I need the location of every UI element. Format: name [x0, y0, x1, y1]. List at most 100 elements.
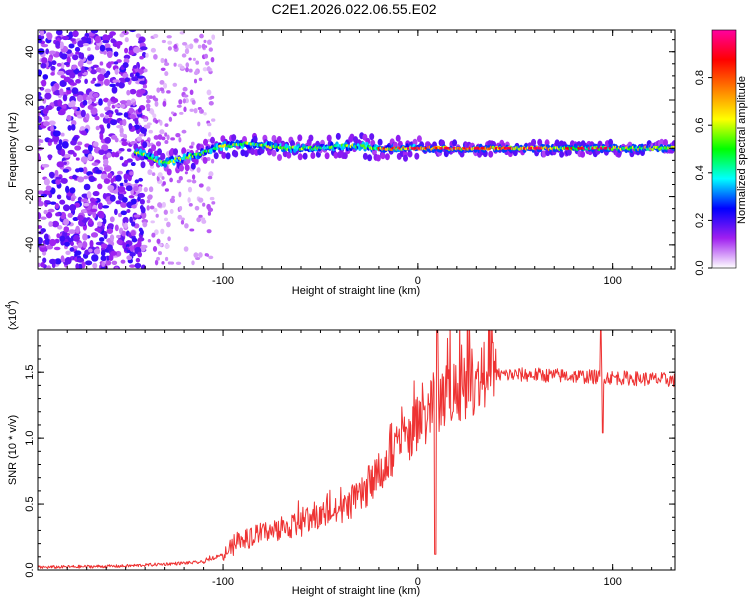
spectrogram-cell [67, 149, 75, 155]
spectrogram-cell [105, 260, 112, 266]
spectrogram-cell [69, 204, 77, 212]
spectrogram-cell [61, 35, 70, 41]
spectrogram-cell [140, 161, 146, 169]
spectrogram-cell [48, 154, 52, 161]
spectrogram-cell [119, 182, 125, 187]
spectrogram-cell [452, 139, 458, 147]
x-tick-label: -100 [212, 275, 234, 287]
spectrogram-cell [114, 224, 119, 232]
spectrogram-cell [48, 171, 55, 178]
y-tick-label: 40 [24, 46, 36, 58]
spectrogram-cell [62, 168, 70, 173]
spectrogram-cell [202, 202, 206, 207]
spectrogram-cell [55, 179, 61, 185]
spectrogram-cell [156, 87, 161, 93]
spectrogram-cell [138, 133, 145, 137]
spectrogram-cell [160, 67, 166, 71]
spectrogram-cell [123, 178, 128, 184]
spectrogram-cell [115, 200, 122, 205]
spectrogram-cell [150, 47, 157, 53]
spectrogram-cell [176, 179, 181, 184]
spectrogram-cell [148, 186, 154, 193]
spectrogram-cell [111, 86, 118, 94]
spectrogram-cell [82, 149, 90, 154]
spectrogram-cell [210, 136, 215, 144]
x-tick-label: 0 [415, 275, 421, 287]
spectrogram-cell [117, 170, 123, 175]
spectrogram-cell [85, 37, 92, 42]
spectrogram-cell [59, 88, 64, 96]
spectrogram-cell [167, 236, 171, 242]
spectrogram-cell [154, 259, 159, 266]
spectrogram-cell [88, 175, 96, 183]
spectrogram-cell [55, 143, 63, 151]
spectrogram-cell [185, 148, 191, 154]
spectrogram-cell [407, 150, 413, 158]
spectrogram-cell [157, 134, 163, 140]
spectrogram-cell [118, 81, 125, 89]
spectrogram-cell [70, 241, 74, 247]
spectrogram-cell [203, 138, 208, 146]
spectrogram-cell [68, 43, 75, 49]
spectrogram-cell [195, 60, 200, 65]
spectrogram-cell [342, 152, 348, 160]
spectrogram-cell [80, 198, 88, 203]
spectrogram-cell [75, 263, 80, 269]
y-tick-label: 0 [24, 145, 36, 151]
spectrogram-cell [52, 135, 60, 143]
colorbar-ticks: 0.0 0.2 0.4 0.6 0.8 [694, 70, 712, 276]
spectrogram-cell [162, 181, 166, 186]
spectrogram-cell [416, 135, 422, 143]
spectrogram-cell [103, 178, 111, 185]
spectrogram-cell [116, 234, 121, 239]
spectrogram-cell [131, 198, 137, 205]
spectrogram-cell [72, 54, 79, 61]
spectrogram-cell [77, 242, 83, 249]
spectrogram-cell [131, 76, 138, 82]
spectrogram-cell [116, 124, 124, 129]
spectrogram-cell [188, 57, 192, 61]
spectrogram-cell [155, 141, 162, 147]
spectrogram-cell [77, 60, 84, 67]
spectrogram-cell [164, 132, 168, 137]
spectrogram-cell [163, 82, 168, 89]
spectrogram-cell [206, 186, 211, 192]
spectrogram-cell [163, 217, 169, 222]
spectrogram-cell [168, 116, 173, 122]
spectrogram-cell [185, 62, 190, 68]
spectrogram-cell [49, 238, 57, 247]
spectrogram-cell [40, 261, 45, 268]
spectrogram-cell [73, 234, 80, 242]
spectrogram-cell [49, 258, 57, 265]
spectrogram-cell [77, 40, 85, 48]
spectrogram-cell [55, 30, 63, 36]
spectrogram-cell [157, 202, 163, 208]
spectrogram-cell [131, 221, 136, 227]
spectrogram-cell [188, 202, 193, 207]
spectrogram-cell [99, 113, 105, 118]
spectrogram-cell [83, 175, 89, 180]
y-tick-label: -40 [24, 237, 36, 253]
spectrogram-cell [116, 43, 121, 49]
spectrogram-cell [114, 266, 119, 269]
y-tick-label: -20 [24, 189, 36, 205]
spectrogram-cell [101, 261, 106, 268]
spectrogram-cell [101, 144, 109, 152]
spectrogram-cell [107, 184, 115, 191]
spectrogram-cell [82, 42, 90, 47]
spectrogram-cell [129, 72, 134, 78]
spectrogram-cell [134, 262, 142, 269]
spectrogram-cell [98, 98, 103, 106]
spectrogram-cell [94, 35, 102, 44]
spectrogram-cell [103, 50, 107, 55]
spectrogram-cell [40, 62, 47, 69]
spectrogram-cell [166, 134, 170, 141]
spectrogram-cell [178, 99, 183, 105]
spectrogram-cell [179, 31, 185, 35]
spectrogram-cell [97, 183, 103, 190]
spectrogram-cell [580, 150, 586, 158]
spectrogram-cell [193, 38, 199, 43]
spectrogram-cell [38, 111, 41, 117]
spectrogram-cell [164, 188, 169, 192]
spectrogram-cell [91, 254, 99, 262]
